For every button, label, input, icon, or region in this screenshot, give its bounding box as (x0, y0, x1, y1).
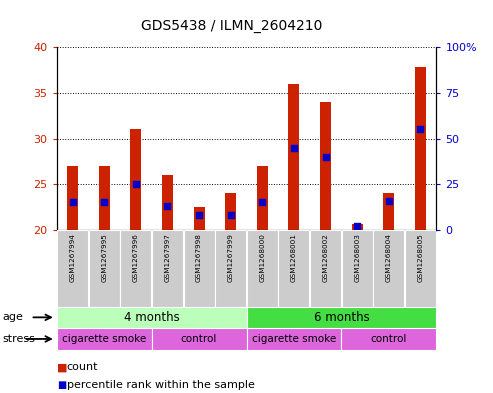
Point (385, 198, 393, 204)
Text: ■: ■ (57, 362, 67, 373)
Bar (279, 230, 310, 307)
Text: stress: stress (2, 334, 35, 344)
Bar (183, 230, 214, 307)
Bar (215, 230, 246, 307)
Bar (384, 193, 394, 230)
Text: GSM1268005: GSM1268005 (418, 233, 423, 282)
Text: GSM1267994: GSM1267994 (70, 233, 75, 282)
Bar (247, 230, 278, 307)
Point (353, 223, 361, 230)
Text: GSM1268000: GSM1268000 (259, 233, 265, 282)
Text: GSM1267997: GSM1267997 (164, 233, 171, 282)
Bar (57, 307, 246, 328)
Bar (373, 230, 404, 307)
Bar (415, 67, 426, 230)
Bar (57, 328, 152, 350)
Text: 4 months: 4 months (124, 311, 179, 324)
Text: count: count (67, 362, 98, 373)
Bar (57, 230, 88, 307)
Bar (152, 230, 183, 307)
Text: percentile rank within the sample: percentile rank within the sample (67, 380, 254, 390)
Bar (320, 102, 331, 230)
Text: cigarette smoke: cigarette smoke (62, 334, 146, 344)
Bar (67, 166, 78, 230)
Point (195, 212, 203, 219)
Text: GSM1267996: GSM1267996 (133, 233, 139, 282)
Text: GSM1267998: GSM1267998 (196, 233, 202, 282)
Point (69, 199, 76, 206)
Point (100, 199, 108, 206)
Text: ■: ■ (57, 380, 66, 390)
Point (227, 212, 235, 219)
Bar (341, 328, 436, 350)
Point (164, 203, 172, 209)
Text: GSM1268003: GSM1268003 (354, 233, 360, 282)
Bar (288, 84, 299, 230)
Text: GSM1268004: GSM1268004 (386, 233, 392, 282)
Text: GDS5438 / ILMN_2604210: GDS5438 / ILMN_2604210 (141, 18, 322, 33)
Text: age: age (2, 312, 23, 322)
Bar (162, 175, 173, 230)
Text: GSM1267999: GSM1267999 (228, 233, 234, 282)
Bar (99, 166, 109, 230)
Bar (342, 230, 373, 307)
Bar (246, 307, 436, 328)
Point (321, 154, 329, 160)
Bar (152, 328, 246, 350)
Text: 6 months: 6 months (314, 311, 369, 324)
Point (258, 199, 266, 206)
Point (290, 145, 298, 151)
Point (132, 181, 140, 187)
Bar (405, 230, 436, 307)
Bar (352, 224, 363, 230)
Bar (194, 207, 205, 230)
Bar (257, 166, 268, 230)
Bar (120, 230, 151, 307)
Bar (225, 193, 236, 230)
Text: control: control (181, 334, 217, 344)
Bar (89, 230, 120, 307)
Text: control: control (371, 334, 407, 344)
Text: GSM1268002: GSM1268002 (322, 233, 329, 282)
Text: GSM1268001: GSM1268001 (291, 233, 297, 282)
Bar (130, 129, 141, 230)
Text: cigarette smoke: cigarette smoke (252, 334, 336, 344)
Point (417, 126, 424, 132)
Text: GSM1267995: GSM1267995 (101, 233, 107, 282)
Bar (246, 328, 341, 350)
Bar (310, 230, 341, 307)
